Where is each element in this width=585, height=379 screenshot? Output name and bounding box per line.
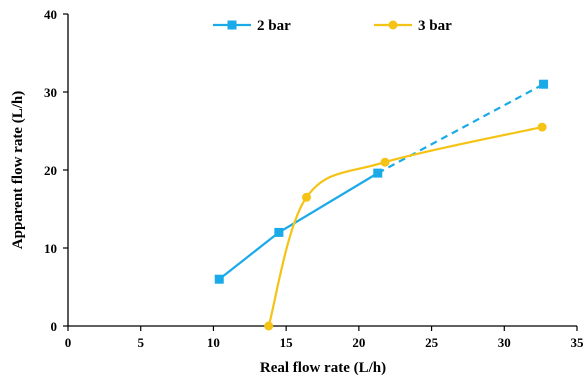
x-tick-label: 15 [280, 335, 294, 350]
y-tick-label: 30 [44, 85, 57, 100]
series-line [218, 172, 379, 281]
legend-item: 2 bar [213, 18, 291, 34]
data-point [380, 157, 390, 167]
x-tick-label: 25 [425, 335, 439, 350]
data-point [537, 122, 547, 132]
data-point [302, 192, 312, 202]
x-tick-label: 20 [352, 335, 365, 350]
y-tick-label: 20 [44, 163, 57, 178]
series-0 [214, 79, 549, 284]
data-point [539, 79, 549, 89]
series-layer [214, 79, 549, 331]
series-line [267, 126, 543, 327]
legend: 2 bar 3 bar [213, 18, 452, 34]
y-axis-title: Apparent flow rate (L/h) [10, 91, 26, 249]
x-tick-label: 0 [65, 335, 72, 350]
legend-label: 3 bar [418, 18, 452, 34]
data-point [214, 274, 224, 284]
x-tick-label: 10 [207, 335, 220, 350]
data-point [264, 321, 274, 331]
axes: 0 5 10 15 20 25 30 35 0 10 20 30 40 [44, 7, 584, 350]
legend-marker [227, 20, 237, 30]
data-point [274, 227, 284, 237]
data-point [373, 168, 383, 178]
x-axis-title: Real flow rate (L/h) [260, 360, 386, 376]
legend-marker [388, 20, 398, 30]
y-tick-label: 0 [51, 319, 58, 334]
series-1 [264, 122, 547, 331]
x-tick-label: 35 [571, 335, 585, 350]
legend-label: 2 bar [257, 18, 291, 34]
y-tick-label: 10 [44, 241, 57, 256]
x-tick-label: 5 [137, 335, 144, 350]
x-tick-label: 30 [498, 335, 511, 350]
series-dashed-segment [377, 83, 545, 175]
legend-item: 3 bar [374, 18, 452, 34]
y-tick-label: 40 [44, 7, 57, 22]
